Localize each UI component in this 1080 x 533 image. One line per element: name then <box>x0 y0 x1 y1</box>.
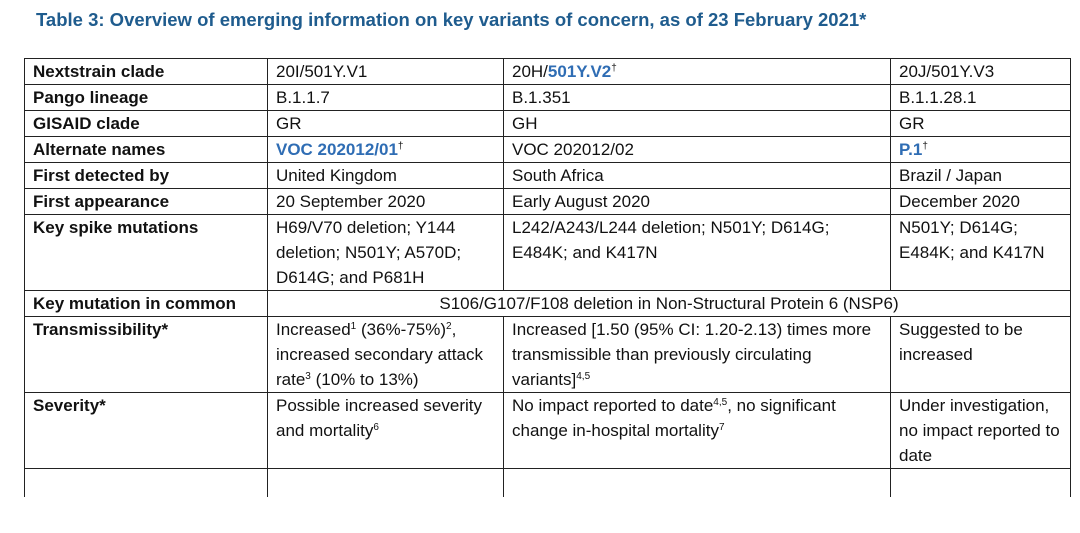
reference-mark: 7 <box>718 422 725 433</box>
row-label: Pango lineage <box>24 84 268 111</box>
cell-text: No impact reported to date <box>512 396 714 415</box>
reference-mark: 4,5 <box>713 397 728 408</box>
row-label: Key spike mutations <box>24 214 268 291</box>
row-label: GISAID clade <box>24 110 268 137</box>
cell-v3: P.1† <box>890 136 1071 163</box>
cell-v1: 20 September 2020 <box>267 188 504 215</box>
cell-v1: VOC 202012/01† <box>267 136 504 163</box>
cell-text: , no significant change in-hospital mort… <box>512 396 836 440</box>
cell-text: (36%-75%) <box>356 320 446 339</box>
reference-mark: 3 <box>305 371 311 382</box>
cell-v2: South Africa <box>503 162 891 189</box>
cell-v1: Increased1 (36%-75%)2, increased seconda… <box>267 316 504 393</box>
dagger-mark: † <box>922 141 928 152</box>
row-label: First detected by <box>24 162 268 189</box>
variant-link[interactable]: 501Y.V2 <box>547 62 612 81</box>
cell-text: , increased secondary attack rate <box>276 320 483 389</box>
cell-common: S106/G107/F108 deletion in Non-Structura… <box>267 290 1071 317</box>
row-label: First appearance <box>24 188 268 215</box>
cell-text: (10% to 13%) <box>310 370 419 389</box>
cell-v3: Brazil / Japan <box>890 162 1071 189</box>
reference-mark: 1 <box>350 321 357 332</box>
cell-v3: Suggested to be increased <box>890 316 1071 393</box>
table-row: Nextstrain clade 20I/501Y.V1 20H/501Y.V2… <box>24 58 1071 85</box>
cell-v3: GR <box>890 110 1071 137</box>
cell-v2: GH <box>503 110 891 137</box>
cell-text: Increased [1.50 (95% CI: 1.20-2.13) time… <box>512 320 872 389</box>
empty-cell <box>24 468 268 497</box>
cell-v1: 20I/501Y.V1 <box>267 58 504 85</box>
row-label: Severity* <box>24 392 268 469</box>
table-row: Pango lineage B.1.1.7 B.1.351 B.1.1.28.1 <box>24 84 1071 111</box>
cell-v1: H69/V70 deletion; Y144 deletion; N501Y; … <box>267 214 504 291</box>
variant-link[interactable]: VOC 202012/01 <box>276 140 398 159</box>
row-label: Nextstrain clade <box>24 58 268 85</box>
cell-v1: B.1.1.7 <box>267 84 504 111</box>
cell-v2: Early August 2020 <box>503 188 891 215</box>
cell-v2: VOC 202012/02 <box>503 136 891 163</box>
cell-v1: United Kingdom <box>267 162 504 189</box>
cell-v3: N501Y; D614G; E484K; and K417N <box>890 214 1071 291</box>
variants-table: Nextstrain clade 20I/501Y.V1 20H/501Y.V2… <box>24 58 1071 497</box>
empty-cell <box>890 468 1071 497</box>
table-row: Key mutation in common S106/G107/F108 de… <box>24 290 1071 317</box>
table-row: First appearance 20 September 2020 Early… <box>24 188 1071 215</box>
cell-v2: B.1.351 <box>503 84 891 111</box>
variant-link[interactable]: P.1 <box>899 140 923 159</box>
table-row: Alternate names VOC 202012/01† VOC 20201… <box>24 136 1071 163</box>
cell-text: Increased <box>276 320 351 339</box>
cell-v1: Possible increased severity and mortalit… <box>267 392 504 469</box>
table-row: Severity* Possible increased severity an… <box>24 392 1071 469</box>
cell-text: Possible increased severity and mortalit… <box>276 396 482 440</box>
empty-cell <box>503 468 891 497</box>
cell-text: 20H/ <box>512 62 548 81</box>
reference-mark: 6 <box>373 422 379 433</box>
cell-v3: 20J/501Y.V3 <box>890 58 1071 85</box>
dagger-mark: † <box>397 141 404 152</box>
cell-v2: Increased [1.50 (95% CI: 1.20-2.13) time… <box>503 316 891 393</box>
table-row: GISAID clade GR GH GR <box>24 110 1071 137</box>
cell-v2: L242/A243/L244 deletion; N501Y; D614G; E… <box>503 214 891 291</box>
table-row: Key spike mutations H69/V70 deletion; Y1… <box>24 214 1071 291</box>
row-label: Transmissibility* <box>24 316 268 393</box>
empty-cell <box>267 468 504 497</box>
cell-v3: Under investigation, no impact reported … <box>890 392 1071 469</box>
cell-v1: GR <box>267 110 504 137</box>
table-row: Transmissibility* Increased1 (36%-75%)2,… <box>24 316 1071 393</box>
reference-mark: 4,5 <box>576 371 591 382</box>
cell-v2: 20H/501Y.V2† <box>503 58 891 85</box>
table-row-partial <box>24 468 1071 497</box>
cell-v3: December 2020 <box>890 188 1071 215</box>
row-label: Alternate names <box>24 136 268 163</box>
dagger-mark: † <box>611 63 617 74</box>
cell-v2: No impact reported to date4,5, no signif… <box>503 392 891 469</box>
row-label: Key mutation in common <box>24 290 268 317</box>
table-title: Table 3: Overview of emerging informatio… <box>36 9 867 30</box>
table-row: First detected by United Kingdom South A… <box>24 162 1071 189</box>
cell-v3: B.1.1.28.1 <box>890 84 1071 111</box>
reference-mark: 2 <box>446 321 452 332</box>
